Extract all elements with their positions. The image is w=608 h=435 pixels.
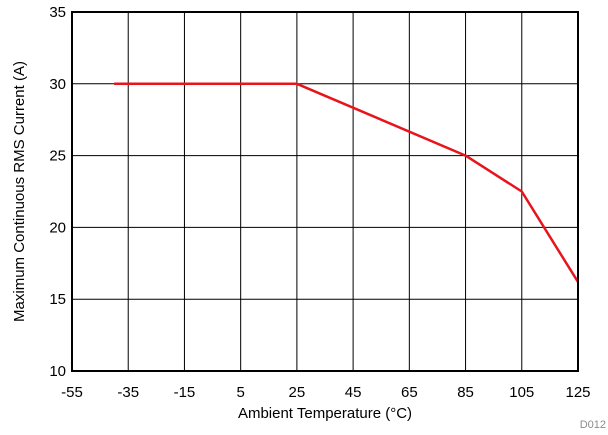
x-tick-label: 5 [236, 384, 244, 401]
y-tick-label: 30 [49, 76, 66, 93]
y-tick-label: 35 [49, 4, 66, 21]
x-tick-label: 85 [457, 384, 474, 401]
y-tick-labels: 10 15 20 25 30 35 [49, 4, 66, 380]
x-tick-label: 45 [345, 384, 362, 401]
y-tick-label: 10 [49, 363, 66, 380]
y-tick-label: 15 [49, 291, 66, 308]
x-tick-label: 25 [289, 384, 306, 401]
x-axis-label: Ambient Temperature (°C) [238, 405, 412, 422]
series-layer [114, 82, 580, 283]
x-tick-label: -55 [61, 384, 83, 401]
y-axis-label: Maximum Continuous RMS Current (A) [11, 61, 28, 322]
grid-lines [72, 12, 578, 371]
series-line [114, 82, 580, 283]
figure-code-label: D012 [580, 419, 606, 431]
x-tick-label: -15 [174, 384, 196, 401]
x-tick-label: 65 [401, 384, 418, 401]
x-tick-label: 105 [509, 384, 534, 401]
x-tick-label: 125 [565, 384, 590, 401]
x-tick-labels: -55 -35 -15 5 25 45 65 85 105 125 [61, 384, 590, 401]
x-tick-label: -35 [117, 384, 139, 401]
y-tick-label: 20 [49, 219, 66, 236]
plot-frame [71, 11, 579, 372]
y-tick-label: 25 [49, 148, 66, 165]
